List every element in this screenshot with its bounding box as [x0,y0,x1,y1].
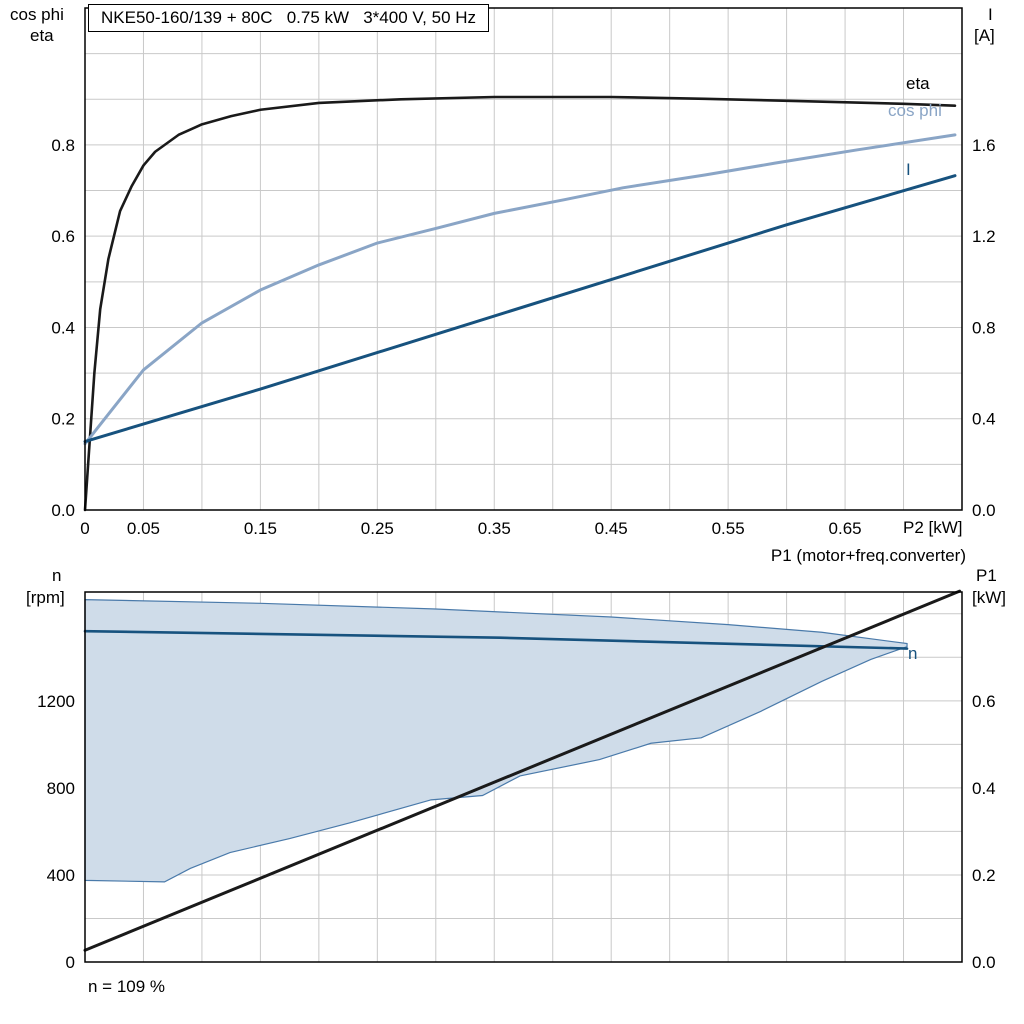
y-left-tick-label: 0.0 [51,501,75,520]
y-right-tick-label: 0.4 [972,410,996,429]
speed-percent-annotation: n = 109 % [88,977,166,996]
y-right-tick-label: 0.0 [972,953,996,972]
y-right-tick-label: 0.8 [972,318,996,337]
x-tick-label: 0.35 [478,519,511,538]
y-left-tick-label: 0 [66,953,75,972]
x-tick-label: 0.65 [829,519,862,538]
y-right-tick-label: 1.2 [972,227,996,246]
x-axis-label-p2: P2 [kW] [903,518,963,537]
speed-operating-range [84,599,908,883]
x-tick-label: 0.45 [595,519,628,538]
x-tick-label: 0.15 [244,519,277,538]
speed-power-chart: 0 400 800 1200 0.0 0.2 0.4 0.6 [37,589,996,972]
bottom-left-axis-unit-rpm: [rpm] [26,588,65,607]
p1-series-label: P1 (motor+freq.converter) [770,546,966,565]
x-tick-label: 0.25 [361,519,394,538]
bottom-left-axis-label-n: n [52,566,62,585]
y-left-tick-label: 1200 [37,692,75,711]
bottom-right-axis-unit-kw: [kW] [972,588,1006,607]
top-right-axis-unit-a: [A] [974,26,995,45]
x-tick-label: 0 [80,519,89,538]
y-right-tick-label: 0.2 [972,866,996,885]
y-left-tick-label: 0.4 [51,318,75,337]
y-right-tick-label: 0.0 [972,501,996,520]
y-left-tick-label: 0.6 [51,227,75,246]
x-tick-label: 0.55 [712,519,745,538]
top-right-axis-label-i: I [988,5,993,24]
chart-title-box: NKE50-160/139 + 80C 0.75 kW 3*400 V, 50 … [88,4,490,32]
curve-P1 [83,589,962,952]
curve-eta [83,95,957,512]
eta-curve-label: eta [906,74,930,93]
current-curve-label: I [906,160,911,179]
y-left-tick-label: 400 [47,866,75,885]
curve-n [83,629,909,650]
y-right-tick-label: 0.6 [972,692,996,711]
y-right-tick-label: 1.6 [972,136,996,155]
top-left-axis-label-eta: eta [30,26,54,45]
y-left-tick-label: 0.8 [51,136,75,155]
curve-I [83,174,957,444]
y-left-tick-label: 800 [47,779,75,798]
y-right-tick-label: 0.4 [972,779,996,798]
top-left-axis-label-cosphi: cos phi [10,5,64,24]
cos-phi-curve-label: cos phi [888,101,942,120]
n-curve-label: n [908,644,918,663]
y-left-tick-label: 0.2 [51,410,75,429]
motor-data-chart: 0 0.05 0.15 0.25 0.35 0.45 0.55 0.65 0.0 0.2 0.4 0.… [51,7,996,538]
curve-cos-phi [83,133,957,446]
x-tick-label: 0.05 [127,519,160,538]
bottom-right-axis-label-p1: P1 [976,566,997,585]
